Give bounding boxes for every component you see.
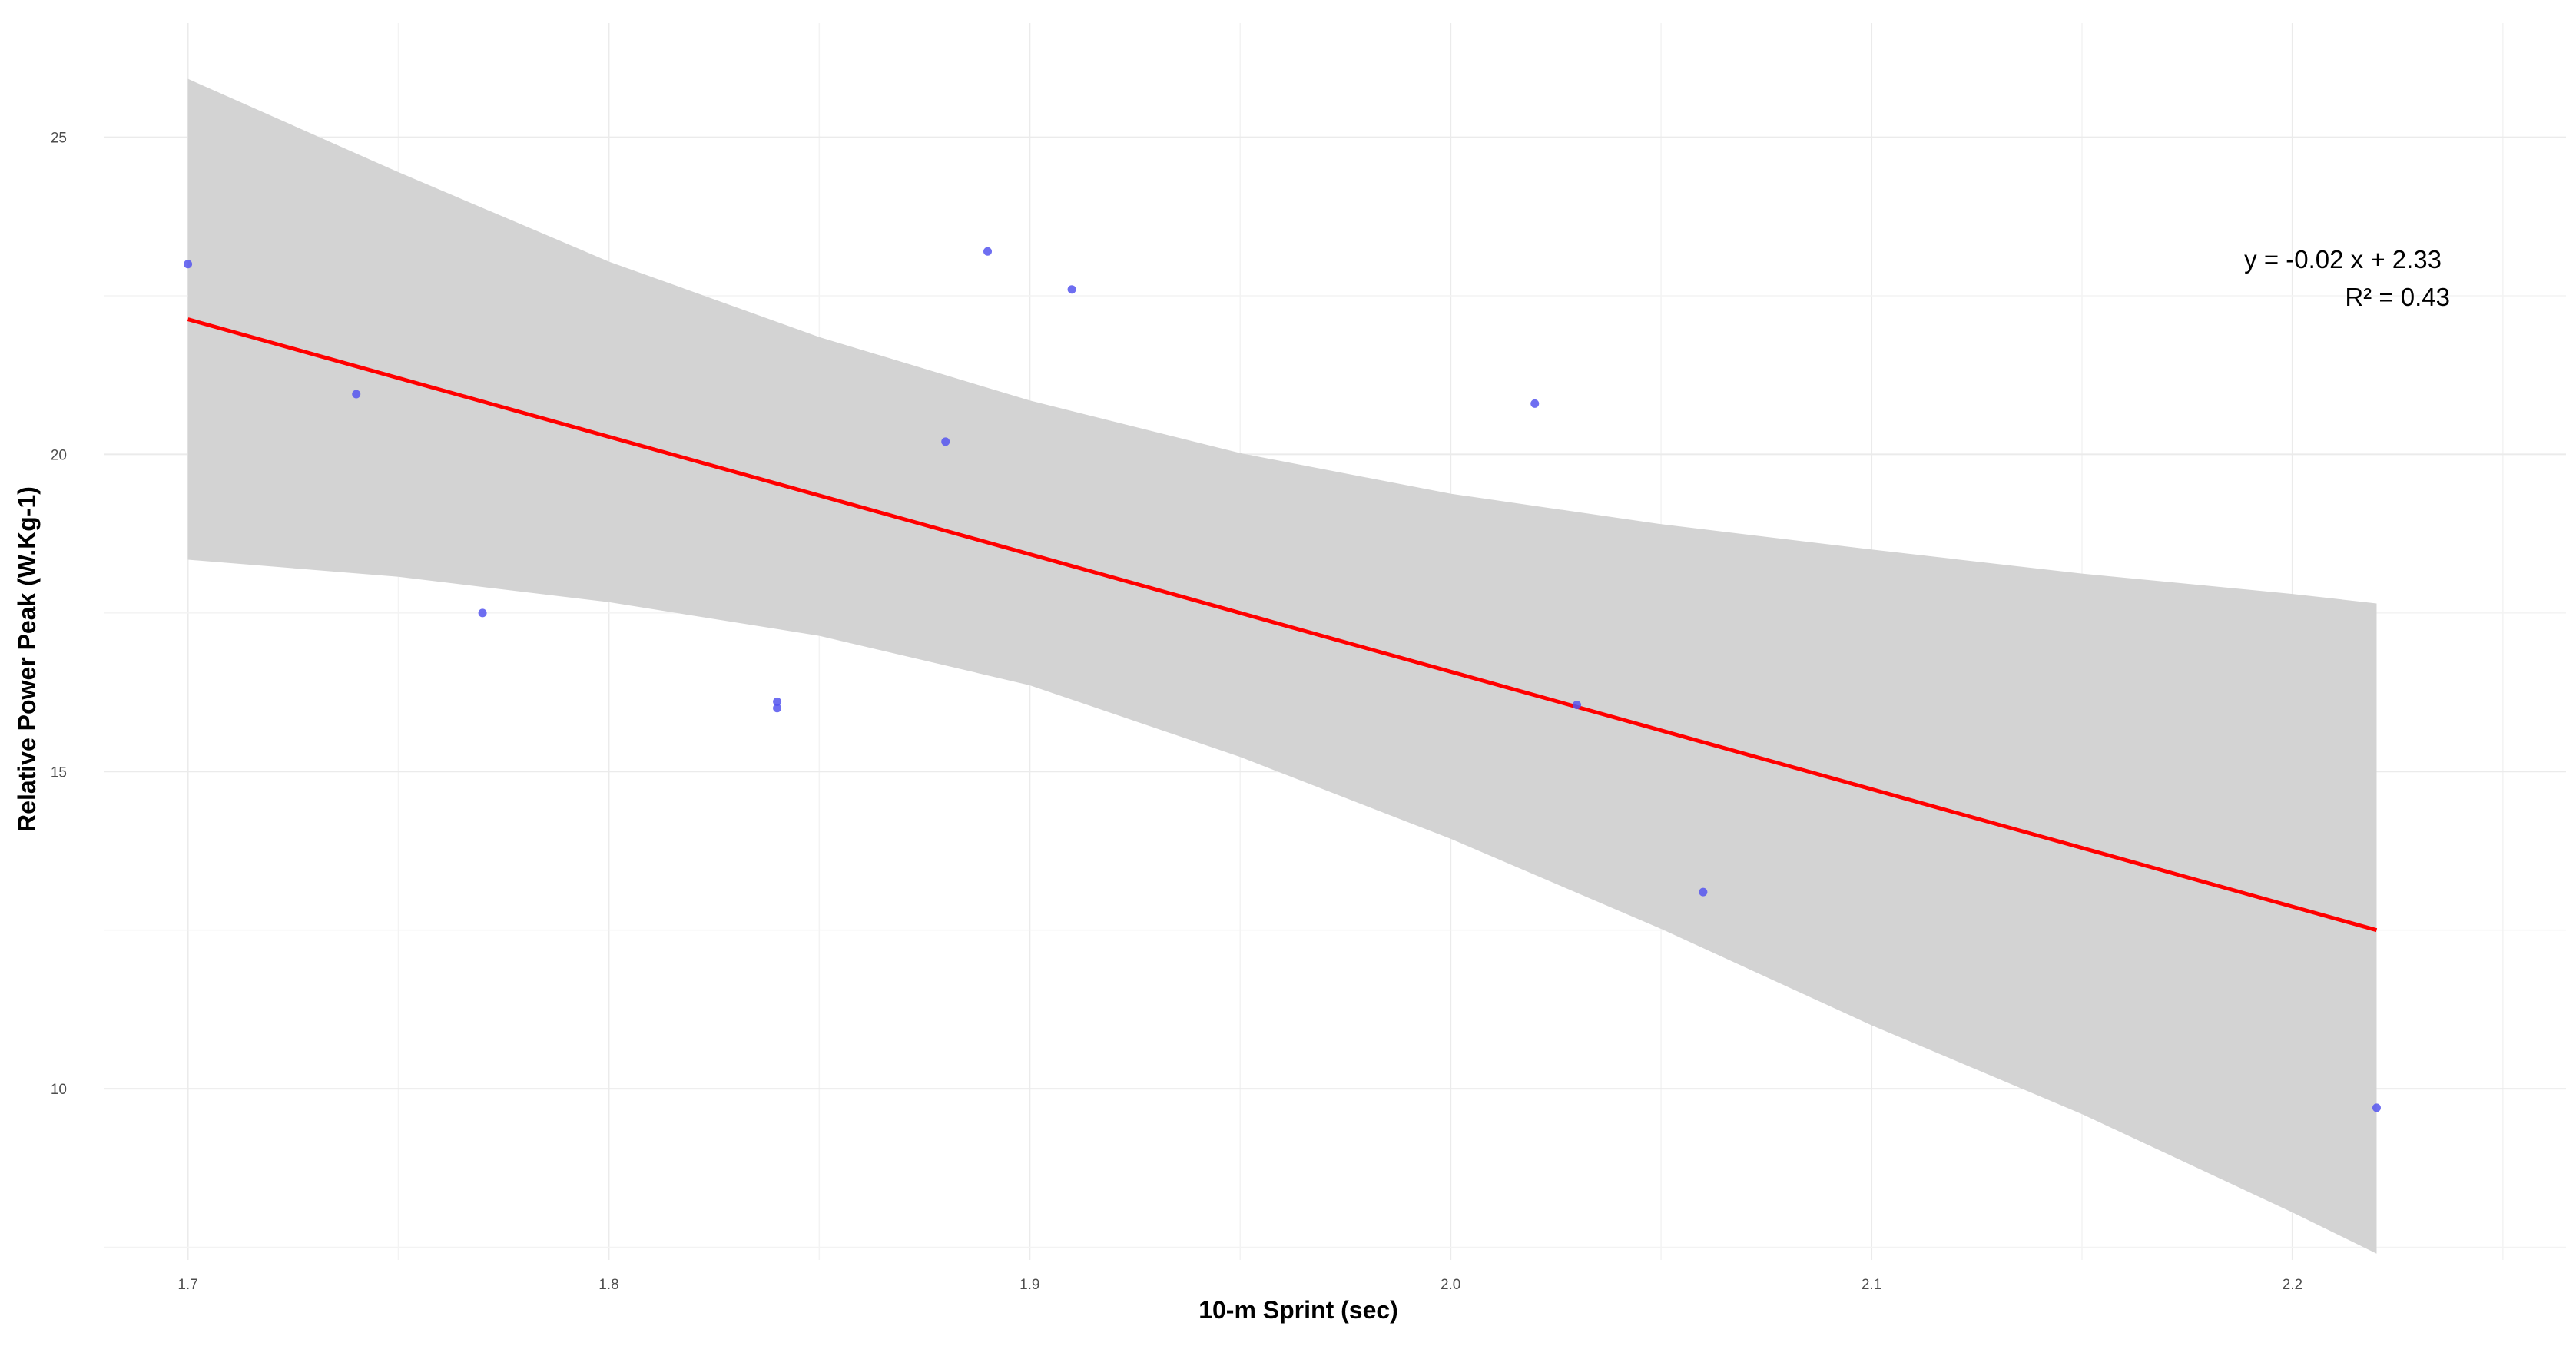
x-tick-label: 2.0 [1441, 1277, 1460, 1293]
x-tick-label: 2.1 [1862, 1277, 1881, 1293]
x-tick-labels: 1.7 1.8 1.9 2.0 2.1 2.2 [177, 1277, 2302, 1293]
confidence-band [187, 78, 2377, 1254]
data-point [2372, 1103, 2381, 1112]
y-tick-label: 10 [51, 1082, 67, 1098]
x-tick-label: 2.2 [2283, 1277, 2302, 1293]
y-tick-labels: 10 15 20 25 [51, 131, 67, 1098]
data-point [1530, 399, 1540, 408]
data-point [983, 247, 993, 256]
data-point [773, 697, 782, 706]
x-tick-label: 1.7 [177, 1277, 197, 1293]
data-point [184, 260, 193, 269]
regression-line [187, 317, 2378, 933]
data-point [773, 704, 782, 713]
data-point [352, 390, 361, 399]
x-tick-label: 1.8 [598, 1277, 618, 1293]
confidence-band-group [187, 78, 2377, 1254]
x-axis-title: 10-m Sprint (sec) [1198, 1296, 1398, 1324]
y-axis-title: Relative Power Peak (W.Kg-1) [13, 486, 41, 832]
equation-annotation: y = -0.02 x + 2.33 [2244, 245, 2442, 274]
y-tick-label: 20 [51, 447, 67, 463]
data-point [1699, 887, 1708, 897]
data-point [1573, 701, 1582, 710]
data-points [184, 247, 2381, 1112]
data-point [941, 437, 950, 446]
regression-line-group [187, 317, 2378, 933]
r-squared-annotation: R² = 0.43 [2345, 283, 2450, 311]
y-tick-label: 25 [51, 131, 67, 147]
x-tick-label: 1.9 [1019, 1277, 1039, 1293]
data-point [478, 608, 487, 618]
data-point [1067, 285, 1076, 294]
y-tick-label: 15 [51, 764, 67, 781]
